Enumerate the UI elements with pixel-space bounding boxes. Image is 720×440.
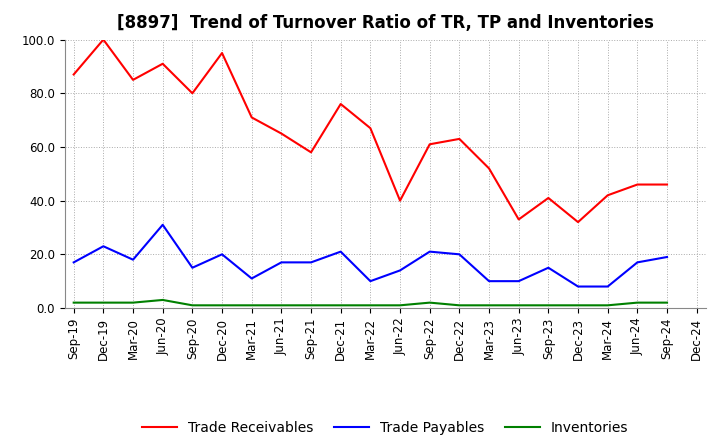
Inventories <box>662 300 671 305</box>
Trade Payables <box>455 252 464 257</box>
Inventories <box>188 303 197 308</box>
Trade Payables <box>574 284 582 289</box>
Trade Receivables <box>69 72 78 77</box>
Trade Receivables <box>514 217 523 222</box>
Line: Trade Payables: Trade Payables <box>73 225 667 286</box>
Trade Receivables <box>426 142 434 147</box>
Inventories <box>603 303 612 308</box>
Trade Receivables <box>603 193 612 198</box>
Inventories <box>485 303 493 308</box>
Trade Receivables <box>158 61 167 66</box>
Inventories <box>544 303 553 308</box>
Trade Receivables <box>188 91 197 96</box>
Inventories <box>514 303 523 308</box>
Trade Payables <box>277 260 286 265</box>
Trade Payables <box>396 268 405 273</box>
Trade Receivables <box>633 182 642 187</box>
Trade Payables <box>158 222 167 227</box>
Trade Receivables <box>574 220 582 225</box>
Trade Payables <box>544 265 553 270</box>
Trade Payables <box>366 279 374 284</box>
Trade Receivables <box>277 131 286 136</box>
Trade Receivables <box>485 166 493 171</box>
Inventories <box>158 297 167 303</box>
Trade Receivables <box>217 50 226 55</box>
Inventories <box>307 303 315 308</box>
Trade Payables <box>129 257 138 262</box>
Trade Receivables <box>99 37 108 42</box>
Inventories <box>396 303 405 308</box>
Inventories <box>277 303 286 308</box>
Trade Payables <box>662 254 671 260</box>
Trade Receivables <box>336 101 345 106</box>
Inventories <box>69 300 78 305</box>
Trade Payables <box>336 249 345 254</box>
Legend: Trade Receivables, Trade Payables, Inventories: Trade Receivables, Trade Payables, Inven… <box>137 415 634 440</box>
Trade Payables <box>307 260 315 265</box>
Trade Payables <box>99 244 108 249</box>
Inventories <box>455 303 464 308</box>
Title: [8897]  Trend of Turnover Ratio of TR, TP and Inventories: [8897] Trend of Turnover Ratio of TR, TP… <box>117 15 654 33</box>
Trade Payables <box>426 249 434 254</box>
Trade Payables <box>485 279 493 284</box>
Trade Payables <box>633 260 642 265</box>
Inventories <box>217 303 226 308</box>
Trade Receivables <box>366 125 374 131</box>
Line: Inventories: Inventories <box>73 300 667 305</box>
Trade Payables <box>69 260 78 265</box>
Trade Receivables <box>129 77 138 82</box>
Inventories <box>99 300 108 305</box>
Trade Receivables <box>248 115 256 120</box>
Line: Trade Receivables: Trade Receivables <box>73 40 667 222</box>
Inventories <box>336 303 345 308</box>
Trade Receivables <box>544 195 553 201</box>
Trade Receivables <box>307 150 315 155</box>
Inventories <box>248 303 256 308</box>
Trade Receivables <box>396 198 405 203</box>
Inventories <box>633 300 642 305</box>
Inventories <box>129 300 138 305</box>
Trade Payables <box>188 265 197 270</box>
Trade Payables <box>248 276 256 281</box>
Trade Receivables <box>455 136 464 142</box>
Trade Payables <box>514 279 523 284</box>
Inventories <box>366 303 374 308</box>
Inventories <box>574 303 582 308</box>
Trade Payables <box>217 252 226 257</box>
Trade Receivables <box>662 182 671 187</box>
Trade Payables <box>603 284 612 289</box>
Inventories <box>426 300 434 305</box>
